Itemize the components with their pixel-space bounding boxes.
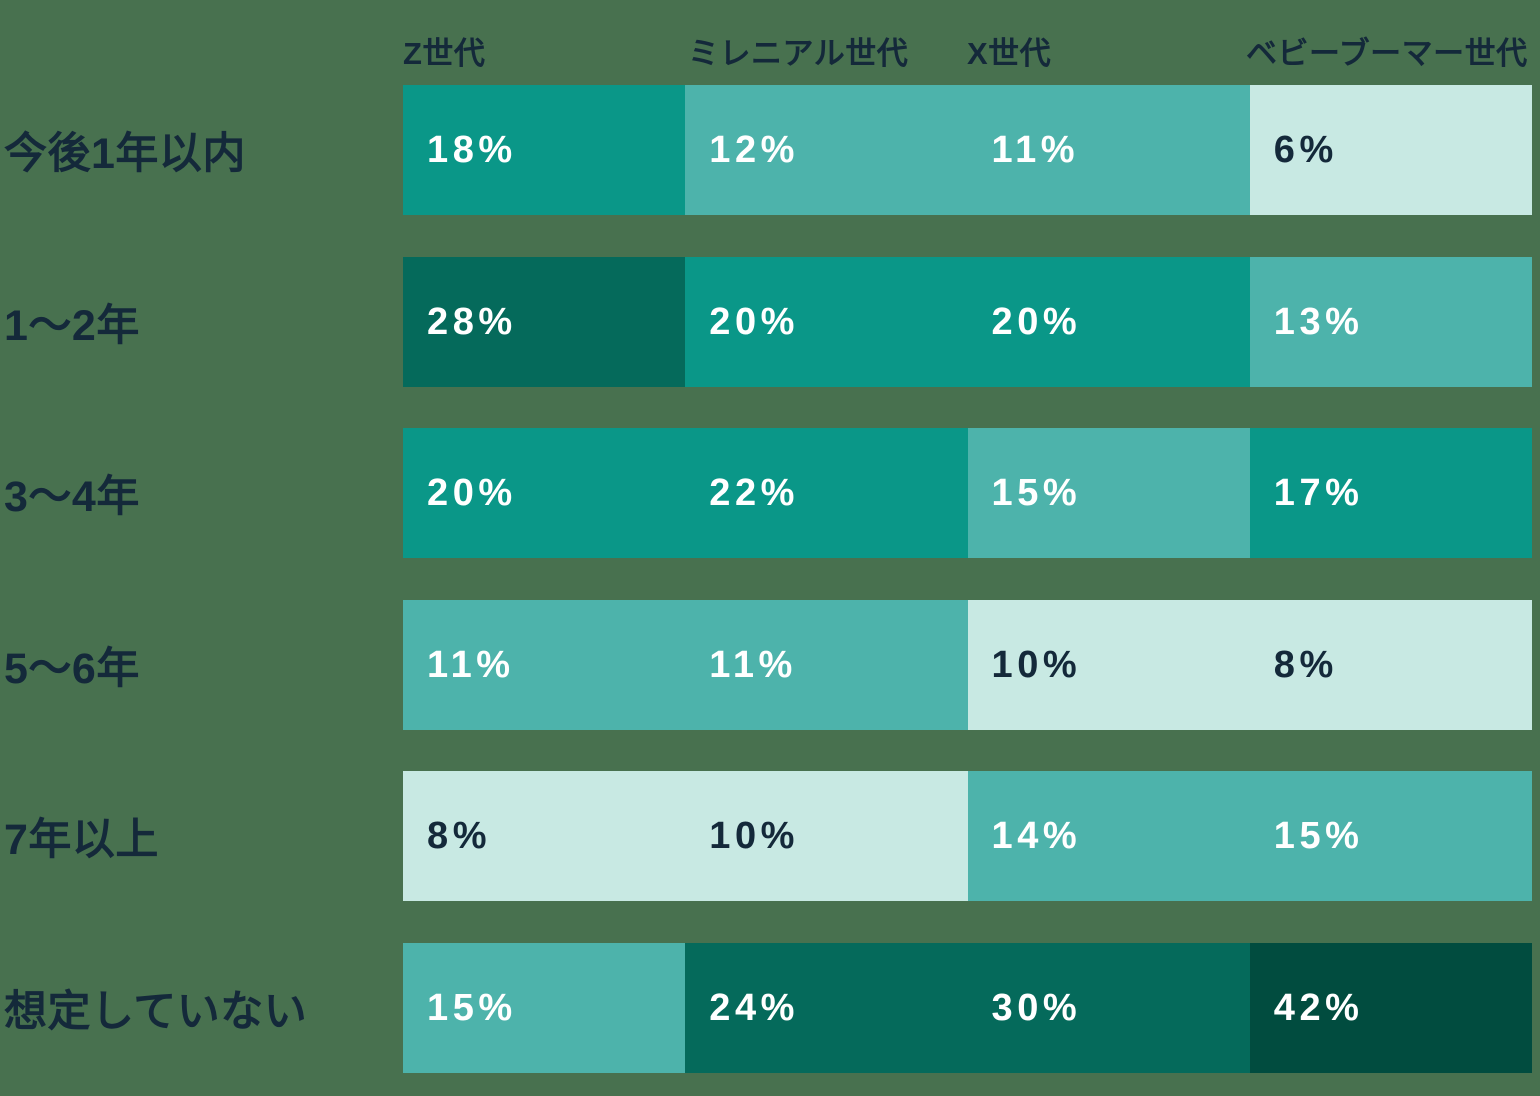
heatmap-cell: 28% — [403, 257, 686, 387]
heatmap-cell: 22% — [685, 428, 968, 558]
row-cells: 15% 24% 30% 42% — [403, 943, 1532, 1073]
cell-value: 20% — [427, 471, 517, 514]
cell-value: 8% — [427, 814, 492, 857]
cell-value: 20% — [991, 300, 1082, 343]
chart-row: 5〜6年 11% 11% 10% 8% — [0, 600, 1532, 730]
heatmap-cell: 11% — [685, 600, 968, 730]
cell-value: 15% — [991, 471, 1082, 514]
cell-value: 18% — [427, 128, 517, 171]
heatmap-cell: 15% — [967, 428, 1250, 558]
chart-row: 今後1年以内 18% 12% 11% 6% — [0, 85, 1532, 215]
heatmap-cell: 8% — [1249, 600, 1532, 730]
cell-value: 20% — [709, 300, 799, 343]
cell-value: 10% — [709, 814, 799, 857]
heatmap-cell: 20% — [403, 428, 686, 558]
cell-value: 11% — [427, 643, 515, 686]
cell-value: 30% — [991, 986, 1082, 1029]
row-label-within-1-year: 今後1年以内 — [4, 130, 246, 178]
heatmap-cell: 30% — [967, 943, 1250, 1073]
heatmap-cell: 17% — [1249, 428, 1532, 558]
cell-value: 22% — [709, 471, 799, 514]
heatmap-cell: 15% — [403, 943, 686, 1073]
cell-value: 15% — [427, 986, 517, 1029]
heatmap-cell: 6% — [1249, 85, 1532, 215]
heatmap-cell: 13% — [1249, 257, 1532, 387]
cell-value: 14% — [991, 814, 1082, 857]
cell-value: 10% — [991, 643, 1082, 686]
row-cells: 28% 20% 20% 13% — [403, 257, 1532, 387]
heatmap-cell: 8% — [403, 771, 686, 901]
heatmap-cell: 20% — [685, 257, 968, 387]
cell-value: 12% — [709, 128, 799, 171]
chart-row: 1〜2年 28% 20% 20% 13% — [0, 257, 1532, 387]
heatmap-cell: 18% — [403, 85, 686, 215]
row-cells: 8% 10% 14% 15% — [403, 771, 1532, 901]
cell-value: 15% — [1273, 814, 1364, 857]
row-cells: 18% 12% 11% 6% — [403, 85, 1532, 215]
heatmap-cell: 15% — [1249, 771, 1532, 901]
cell-value: 24% — [709, 986, 799, 1029]
row-label-7-years-plus: 7年以上 — [4, 816, 159, 864]
chart-row: 7年以上 8% 10% 14% 15% — [0, 771, 1532, 901]
column-header-gen-z: Z世代 — [403, 36, 486, 71]
column-header-baby-boomer: ベビーブーマー世代 — [1246, 36, 1528, 71]
cell-value: 17% — [1273, 471, 1364, 514]
chart-row: 3〜4年 20% 22% 15% 17% — [0, 428, 1532, 558]
heatmap-cell: 20% — [967, 257, 1250, 387]
heatmap-cell: 14% — [967, 771, 1250, 901]
heatmap-cell: 11% — [403, 600, 686, 730]
row-label-5-6-years: 5〜6年 — [4, 645, 140, 693]
column-header-gen-x: X世代 — [967, 36, 1052, 71]
heatmap-cell: 24% — [685, 943, 968, 1073]
row-label-not-anticipated: 想定していない — [4, 988, 308, 1036]
row-cells: 11% 11% 10% 8% — [403, 600, 1532, 730]
row-cells: 20% 22% 15% 17% — [403, 428, 1532, 558]
heatmap-cell: 12% — [685, 85, 968, 215]
cell-value: 42% — [1273, 986, 1364, 1029]
cell-value: 6% — [1273, 128, 1338, 171]
chart-row: 想定していない 15% 24% 30% 42% — [0, 943, 1532, 1073]
column-header-millennial: ミレニアル世代 — [688, 36, 909, 71]
row-label-1-2-years: 1〜2年 — [4, 302, 140, 350]
cell-value: 11% — [991, 128, 1080, 171]
heatmap-cell: 11% — [967, 85, 1250, 215]
heatmap-cell: 42% — [1249, 943, 1532, 1073]
cell-value: 11% — [709, 643, 797, 686]
heatmap-cell: 10% — [685, 771, 968, 901]
cell-value: 13% — [1273, 300, 1364, 343]
heatmap-cell: 10% — [967, 600, 1250, 730]
cell-value: 28% — [427, 300, 517, 343]
row-label-3-4-years: 3〜4年 — [4, 473, 140, 521]
cell-value: 8% — [1273, 643, 1338, 686]
